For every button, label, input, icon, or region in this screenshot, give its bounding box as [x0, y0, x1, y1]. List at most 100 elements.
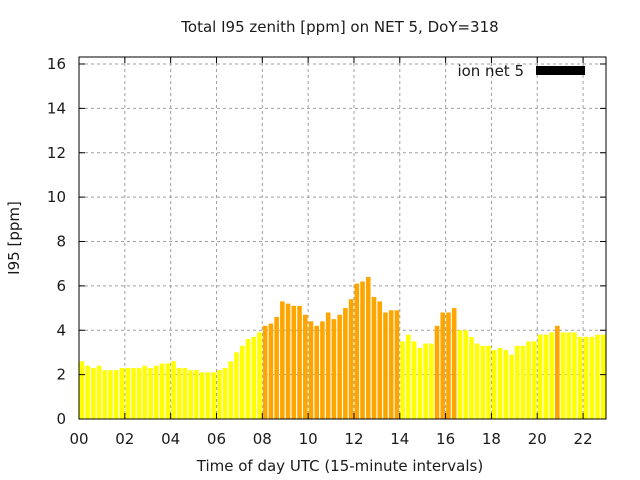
bar — [297, 305, 302, 419]
bar — [406, 334, 411, 419]
bar — [497, 348, 503, 419]
y-tick-label: 8 — [56, 233, 66, 251]
x-tick-label: 08 — [253, 430, 272, 448]
y-tick-label: 0 — [56, 410, 66, 428]
bar — [566, 332, 572, 419]
bar — [159, 363, 165, 419]
bar — [302, 314, 308, 419]
bar — [176, 367, 182, 419]
bar — [411, 341, 417, 419]
y-axis-label: I95 [ppm] — [5, 201, 23, 275]
bar — [194, 370, 199, 419]
bar — [217, 370, 222, 419]
x-axis-ticks: 00 02 04 06 08 10 12 14 16 18 20 22 — [69, 57, 593, 448]
bar — [85, 365, 90, 419]
bar — [154, 365, 159, 419]
x-tick-label: 02 — [115, 430, 134, 448]
bar — [532, 341, 537, 419]
y-axis-ticks: 0 2 4 6 8 10 12 14 16 — [47, 55, 606, 428]
x-tick-label: 00 — [69, 430, 88, 448]
bar — [268, 323, 274, 419]
legend-label: ion net 5 — [457, 62, 524, 80]
bar — [572, 332, 577, 419]
bar — [354, 283, 360, 419]
bar — [251, 336, 257, 419]
chart-title: Total I95 zenith [ppm] on NET 5, DoY=318 — [180, 18, 498, 36]
bar — [262, 325, 268, 419]
bar — [463, 330, 468, 419]
bar — [91, 367, 96, 419]
y-tick-label: 6 — [56, 277, 66, 295]
bar — [560, 332, 566, 419]
bar — [486, 345, 491, 419]
x-tick-label: 04 — [161, 430, 180, 448]
x-tick-label: 16 — [436, 430, 455, 448]
bar — [503, 350, 509, 419]
bar — [119, 367, 125, 419]
bar — [337, 314, 342, 419]
legend: ion net 5 — [457, 62, 585, 80]
bar — [446, 312, 451, 419]
bar — [428, 343, 434, 419]
bar — [131, 367, 136, 419]
bar — [595, 334, 600, 419]
bar — [171, 361, 176, 419]
bar — [314, 325, 320, 419]
bar — [520, 345, 526, 419]
bar — [108, 370, 113, 419]
x-tick-label: 18 — [482, 430, 501, 448]
bar — [308, 321, 314, 419]
bar — [388, 310, 394, 419]
bar — [457, 330, 463, 419]
bar — [537, 334, 543, 419]
bar — [377, 301, 383, 419]
bar — [205, 372, 211, 419]
y-tick-label: 16 — [47, 55, 66, 73]
x-tick-label: 10 — [299, 430, 318, 448]
bar — [136, 367, 142, 419]
bars-group — [79, 277, 606, 419]
bar — [383, 312, 388, 419]
bar — [199, 372, 205, 419]
plot-frame — [78, 56, 607, 420]
x-tick-label: 20 — [528, 430, 547, 448]
bar — [280, 301, 285, 419]
x-axis-label: Time of day UTC (15-minute intervals) — [196, 457, 483, 475]
y-tick-label: 14 — [47, 99, 66, 117]
bar — [228, 361, 234, 419]
bar — [245, 339, 251, 419]
bar — [360, 281, 365, 419]
bar — [348, 299, 354, 419]
bar — [182, 367, 188, 419]
bar — [543, 334, 549, 419]
bar — [79, 361, 85, 419]
bar — [257, 332, 262, 419]
y-tick-label: 4 — [56, 321, 66, 339]
bar — [555, 325, 560, 419]
bar — [331, 319, 337, 419]
bar — [96, 365, 102, 419]
bar — [526, 341, 531, 419]
legend-swatch — [536, 66, 585, 75]
bar — [142, 365, 148, 419]
x-tick-label: 06 — [207, 430, 226, 448]
bar — [234, 352, 239, 419]
bar — [583, 336, 589, 419]
bar — [577, 336, 583, 419]
y-tick-label: 2 — [56, 366, 66, 384]
bar — [274, 316, 279, 419]
bar — [549, 332, 554, 419]
bar — [440, 312, 446, 419]
bar — [514, 345, 520, 419]
bar — [400, 341, 405, 419]
bar — [492, 350, 497, 419]
bar — [291, 305, 297, 419]
y-tick-label: 12 — [47, 144, 66, 162]
bar — [434, 325, 440, 419]
bar — [125, 367, 130, 419]
bar — [188, 370, 193, 419]
bar — [365, 277, 371, 419]
bar — [417, 348, 423, 419]
y-tick-label: 10 — [47, 188, 66, 206]
